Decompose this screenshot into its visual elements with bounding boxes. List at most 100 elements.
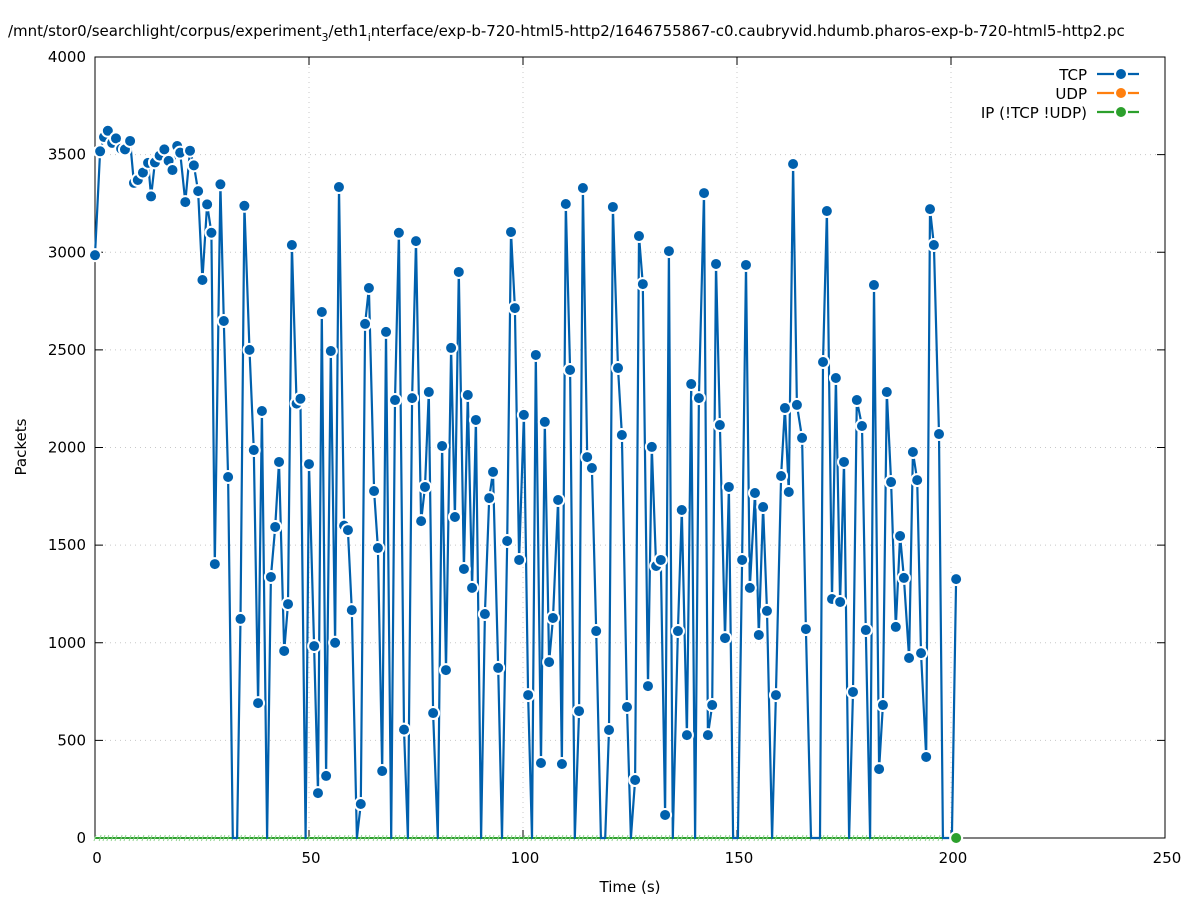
tcp-data-point — [186, 158, 201, 173]
tcp-data-point — [554, 757, 569, 772]
tcp-data-point — [302, 457, 316, 472]
ip-zero-mark — [753, 834, 757, 842]
tcp-data-point — [584, 461, 599, 476]
tcp-data-point — [795, 430, 810, 445]
ip-zero-mark — [290, 834, 294, 842]
tcp-data-point — [379, 324, 394, 339]
ip-zero-mark — [517, 834, 521, 842]
tcp-data-point — [712, 418, 727, 433]
ip-zero-mark — [102, 834, 106, 842]
ip-zero-mark — [783, 834, 787, 842]
ip-zero-mark — [419, 834, 423, 842]
ip-zero-mark — [226, 834, 230, 842]
ip-zero-mark — [453, 834, 457, 842]
tcp-data-point — [551, 493, 566, 508]
ip-zero-mark — [367, 834, 371, 842]
ip-zero-mark — [505, 834, 509, 842]
tcp-data-point — [281, 597, 296, 612]
y-tick-label: 2000 — [48, 439, 86, 457]
ip-zero-mark — [260, 834, 264, 842]
tcp-data-point — [367, 484, 382, 499]
ip-zero-mark — [491, 834, 495, 842]
ip-zero-mark — [842, 834, 846, 842]
tcp-data-point — [635, 277, 650, 292]
x-tick-label: 250 — [1153, 849, 1182, 867]
tcp-data-point — [845, 684, 860, 699]
ip-zero-mark — [277, 834, 281, 842]
tcp-data-point — [451, 264, 466, 279]
ip-zero-mark — [393, 834, 397, 842]
legend-marker-tcp — [1114, 67, 1128, 81]
y-tick-label: 3000 — [48, 243, 86, 261]
ip-zero-mark — [256, 834, 260, 842]
ip-zero-mark — [350, 834, 354, 842]
y-tick-label: 1000 — [48, 634, 86, 652]
tcp-data-point — [854, 419, 869, 434]
ip-zero-mark — [98, 834, 102, 842]
tcp-data-point — [268, 519, 283, 534]
ip-zero-mark — [337, 834, 341, 842]
ip-zero-mark — [188, 834, 192, 842]
legend-label-ip: IP (!TCP !UDP) — [981, 104, 1087, 122]
ip-zero-mark — [718, 834, 722, 842]
tcp-data-point — [456, 561, 471, 576]
ip-zero-mark — [791, 834, 795, 842]
tcp-data-point — [438, 663, 453, 678]
ip-zero-mark — [342, 834, 346, 842]
tcp-data-point — [375, 764, 390, 779]
tcp-data-point — [213, 177, 228, 192]
ip-zero-mark — [620, 834, 624, 842]
tcp-data-point — [563, 362, 578, 377]
ip-zero-mark — [539, 834, 543, 842]
y-tick-label: 0 — [76, 829, 86, 847]
ip-zero-mark — [855, 834, 859, 842]
tcp-data-point — [465, 580, 480, 595]
tcp-data-point — [507, 301, 522, 316]
tcp-data-point — [896, 570, 911, 585]
tcp-data-point — [414, 514, 429, 529]
tcp-data-point — [605, 199, 620, 214]
ip-zero-mark — [149, 834, 153, 842]
ip-zero-mark — [218, 834, 222, 842]
ip-zero-mark — [380, 834, 384, 842]
ip-zero-mark — [295, 834, 299, 842]
tcp-data-point — [340, 523, 355, 538]
ip-zero-mark — [723, 834, 727, 842]
tcp-data-point — [828, 370, 843, 385]
ip-zero-mark — [329, 834, 333, 842]
tcp-data-point — [661, 244, 676, 259]
tcp-data-point — [370, 541, 385, 556]
ip-zero-mark — [183, 834, 187, 842]
ip-zero-mark — [560, 834, 564, 842]
tcp-data-point — [558, 197, 573, 212]
ip-zero-mark — [551, 834, 555, 842]
ip-zero-mark — [646, 834, 650, 842]
ip-zero-mark — [282, 834, 286, 842]
tcp-data-point — [237, 198, 252, 213]
tcp-data-point — [533, 756, 548, 771]
tcp-data-point — [144, 189, 159, 204]
tcp-data-point — [537, 414, 552, 429]
tcp-data-point — [500, 534, 515, 549]
tcp-data-point — [910, 473, 925, 488]
title-part: /eth1 — [329, 22, 368, 40]
tcp-data-point — [254, 403, 269, 418]
tcp-data-point — [932, 427, 947, 442]
tcp-data-point — [314, 304, 329, 319]
ip-zero-mark — [547, 834, 551, 842]
tcp-data-point — [323, 344, 338, 359]
ip-zero-mark — [676, 834, 680, 842]
ip-zero-mark — [641, 834, 645, 842]
ip-zero-mark — [564, 834, 568, 842]
ip-zero-mark — [410, 834, 414, 842]
tcp-data-point — [221, 469, 236, 484]
ip-zero-mark — [907, 834, 911, 842]
ip-zero-mark — [316, 834, 320, 842]
ip-zero-mark — [744, 834, 748, 842]
tcp-data-point — [919, 749, 934, 764]
ip-zero-mark — [680, 834, 684, 842]
tcp-data-point — [512, 552, 527, 567]
tcp-data-point — [751, 627, 766, 642]
ip-zero-mark — [821, 834, 825, 842]
tcp-data-point — [884, 475, 899, 490]
